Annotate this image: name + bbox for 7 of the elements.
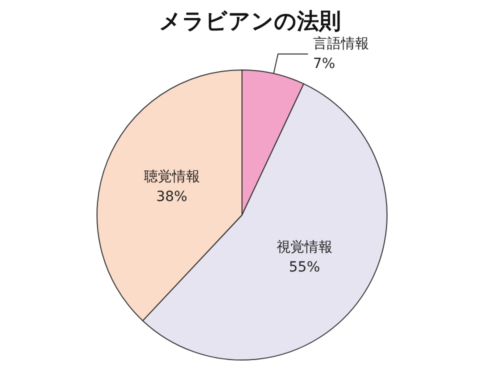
slice-label: 言語情報 (312, 36, 369, 52)
slice-label: 聴覚情報 (144, 169, 200, 186)
data-label: 7% (312, 56, 336, 72)
slice-label: 視覚情報 (276, 239, 332, 256)
chart-title: メラビアンの法則 (159, 10, 341, 34)
data-label: 38% (156, 189, 188, 206)
data-label: 55% (288, 259, 320, 276)
